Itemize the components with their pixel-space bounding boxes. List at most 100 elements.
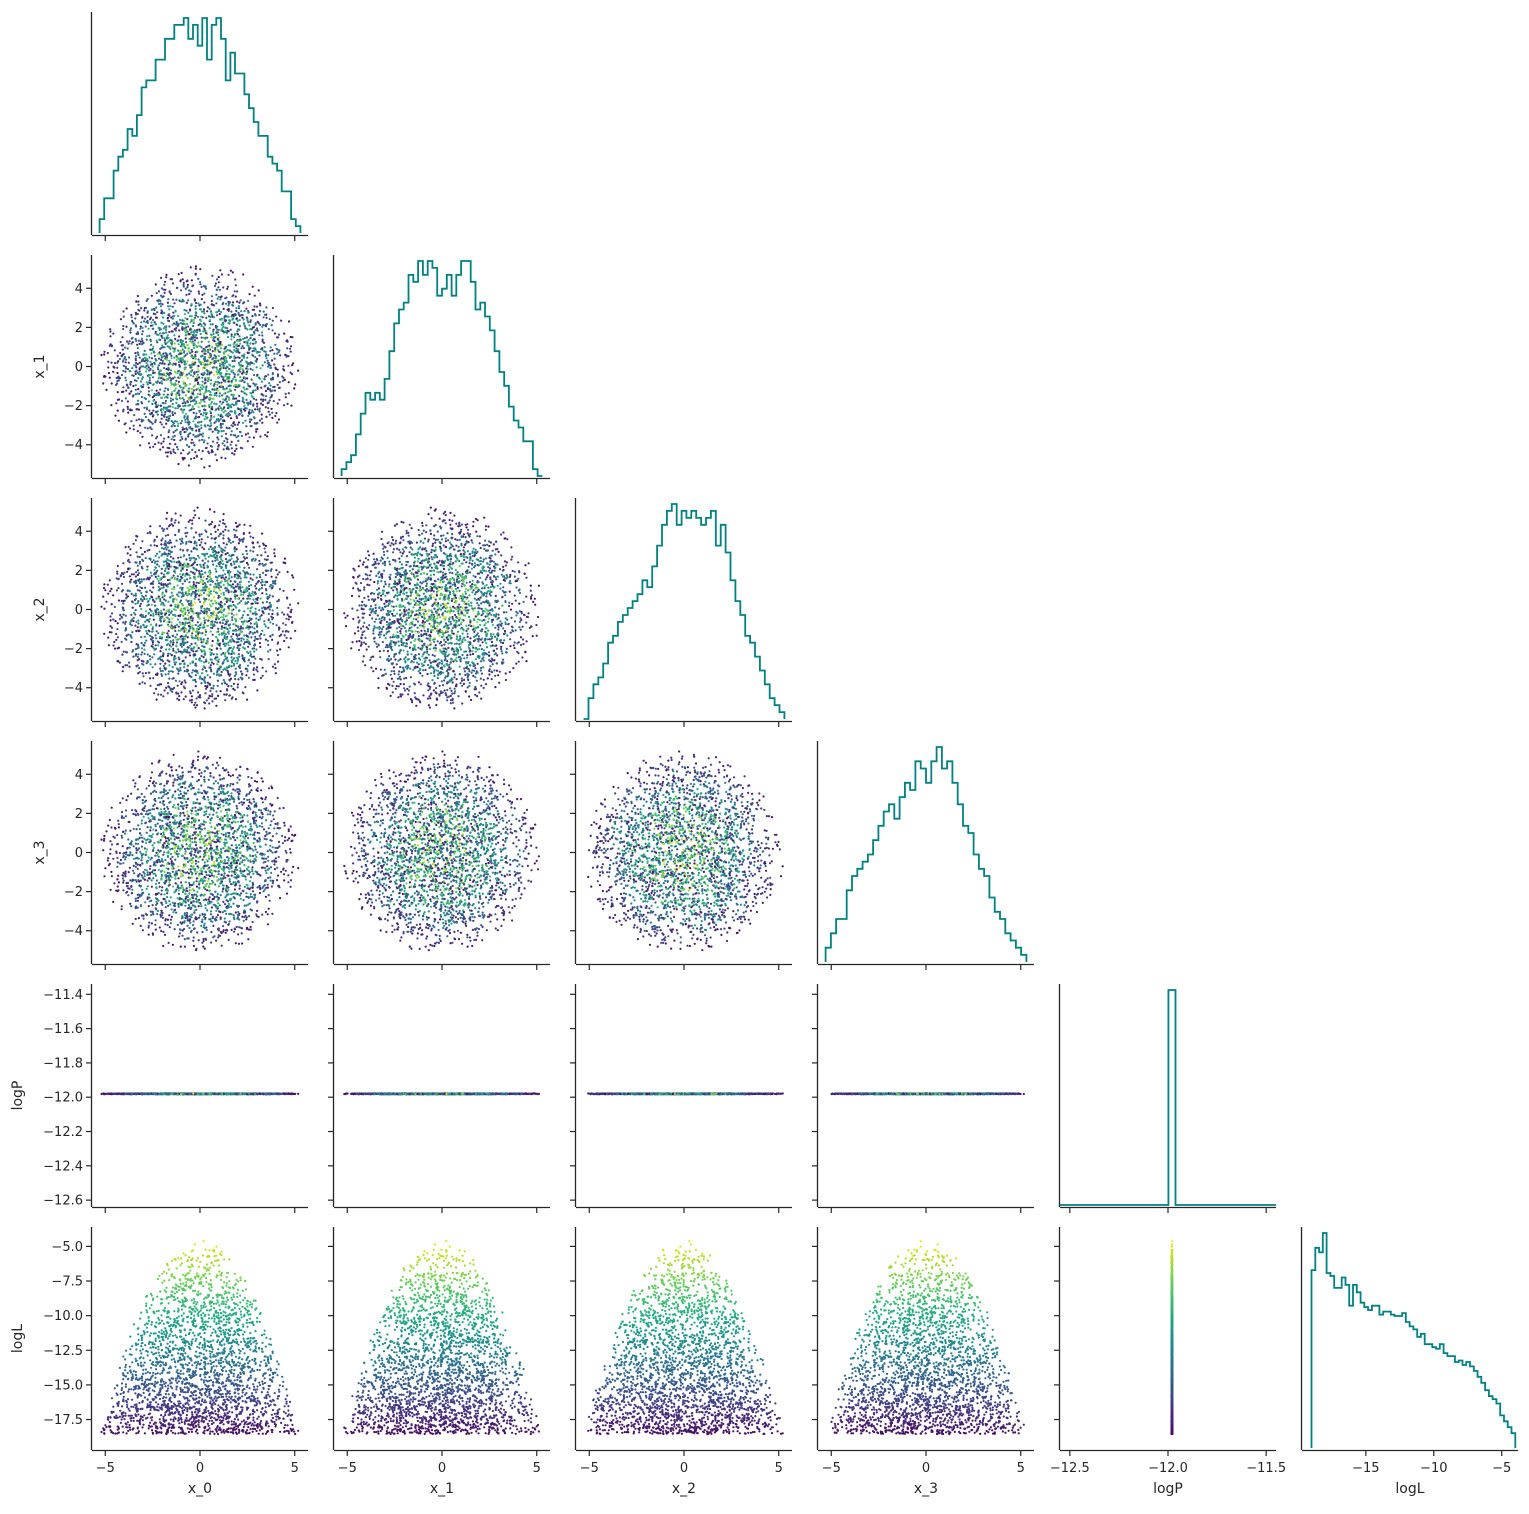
scatter-point <box>243 638 245 640</box>
scatter-point <box>198 696 200 698</box>
scatter-point <box>241 373 243 375</box>
scatter-point <box>180 398 182 400</box>
scatter-point <box>215 576 217 578</box>
scatter-point <box>275 569 277 571</box>
scatter-point <box>228 573 230 575</box>
scatter-point <box>185 294 187 296</box>
scatter-point <box>245 433 247 435</box>
scatter-point <box>167 320 169 322</box>
scatter-point <box>179 624 181 626</box>
scatter-point <box>234 623 236 625</box>
scatter-point <box>141 647 143 649</box>
scatter-point <box>262 340 264 342</box>
scatter-point <box>282 590 284 592</box>
scatter-point <box>163 332 165 334</box>
scatter-point <box>203 322 205 324</box>
scatter-point <box>186 280 188 282</box>
scatter-point <box>198 589 200 591</box>
scatter-point <box>165 419 167 421</box>
scatter-point <box>261 607 263 609</box>
scatter-point <box>189 383 191 385</box>
scatter-point <box>204 424 206 426</box>
scatter-point <box>230 580 232 582</box>
scatter-point <box>236 301 238 303</box>
scatter-point <box>187 299 189 301</box>
scatter-point <box>189 422 191 424</box>
scatter-point <box>276 612 278 614</box>
scatter-point <box>162 353 164 355</box>
scatter-point <box>220 593 222 595</box>
scatter-point <box>258 354 260 356</box>
scatter-point <box>135 621 137 623</box>
scatter-point <box>276 650 278 652</box>
scatter-point <box>188 293 190 295</box>
scatter-point <box>149 531 151 533</box>
scatter-point <box>141 359 143 361</box>
scatter-point <box>166 572 168 574</box>
scatter-point <box>137 301 139 303</box>
scatter-point <box>222 537 224 539</box>
scatter-point <box>134 371 136 373</box>
scatter-point <box>199 564 201 566</box>
scatter-point <box>143 309 145 311</box>
scatter-point <box>113 641 115 643</box>
scatter-point <box>194 451 196 453</box>
scatter-point <box>245 341 247 343</box>
scatter-point <box>217 661 219 663</box>
scatter-point <box>160 539 162 541</box>
scatter-point <box>209 651 211 653</box>
scatter-point <box>134 379 136 381</box>
scatter-point <box>167 373 169 375</box>
scatter-point <box>197 368 199 370</box>
scatter-point <box>270 568 272 570</box>
scatter-point <box>203 312 205 314</box>
scatter-point <box>197 621 199 623</box>
scatter-point <box>234 567 236 569</box>
scatter-point <box>243 405 245 407</box>
scatter-point <box>177 615 179 617</box>
scatter-point <box>178 381 180 383</box>
scatter-point <box>222 614 224 616</box>
scatter-point <box>176 421 178 423</box>
scatter-point <box>256 638 258 640</box>
scatter-point <box>221 671 223 673</box>
scatter-point <box>237 660 239 662</box>
scatter-point <box>193 319 195 321</box>
scatter-point <box>229 623 231 625</box>
scatter-point <box>264 608 266 610</box>
scatter-point <box>217 695 219 697</box>
scatter-point <box>215 586 217 588</box>
scatter-point <box>151 645 153 647</box>
scatter-point <box>235 314 237 316</box>
scatter-point <box>191 407 193 409</box>
scatter-point <box>246 668 248 670</box>
scatter-point <box>224 645 226 647</box>
scatter-point <box>256 403 258 405</box>
scatter-point <box>246 625 248 627</box>
scatter-point <box>237 408 239 410</box>
scatter-point <box>255 348 257 350</box>
scatter-point <box>190 587 192 589</box>
scatter-point <box>188 424 190 426</box>
scatter-point <box>112 333 114 335</box>
scatter-point <box>256 405 258 407</box>
scatter-point <box>230 434 232 436</box>
scatter-point <box>171 345 173 347</box>
scatter-point <box>153 569 155 571</box>
scatter-point <box>167 685 169 687</box>
scatter-point <box>218 276 220 278</box>
scatter-point <box>192 375 194 377</box>
scatter-point <box>259 419 261 421</box>
scatter-point <box>182 427 184 429</box>
scatter-point <box>198 449 200 451</box>
scatter-point <box>147 383 149 385</box>
scatter-point <box>240 299 242 301</box>
scatter-point <box>195 436 197 438</box>
scatter-point <box>263 350 265 352</box>
scatter-point <box>114 620 116 622</box>
scatter-point <box>152 628 154 630</box>
scatter-point <box>235 284 237 286</box>
scatter-point <box>160 543 162 545</box>
scatter-point <box>191 429 193 431</box>
scatter-point <box>222 563 224 565</box>
